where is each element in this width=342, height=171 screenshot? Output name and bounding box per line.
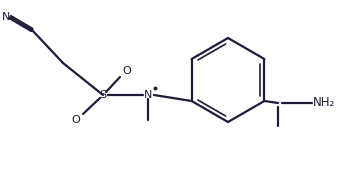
Text: NH₂: NH₂ [313,96,335,109]
Text: N: N [2,12,10,22]
Text: O: O [123,66,131,76]
Text: O: O [71,115,80,125]
Text: N: N [144,90,152,100]
Text: S: S [100,90,107,100]
